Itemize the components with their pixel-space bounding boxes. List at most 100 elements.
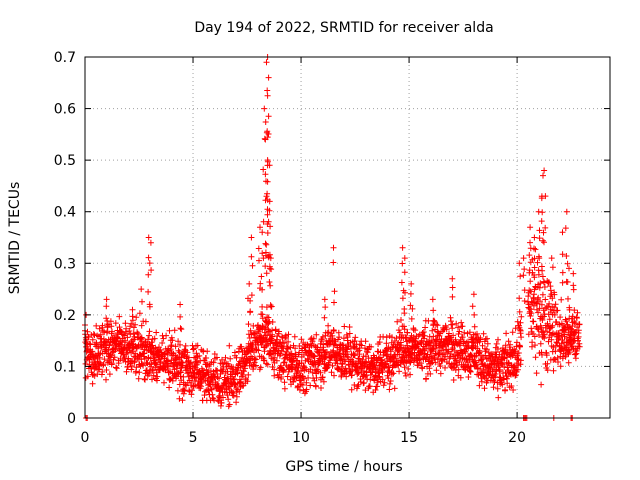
data-point	[374, 383, 381, 390]
y-tick-label: 0.6	[54, 102, 76, 118]
data-point	[542, 296, 549, 303]
data-point	[89, 336, 96, 343]
data-point	[341, 371, 348, 377]
data-point	[325, 322, 332, 329]
data-point	[549, 322, 556, 329]
data-point	[147, 239, 154, 246]
data-point	[574, 309, 581, 316]
data-point	[429, 296, 436, 303]
data-point	[420, 329, 427, 335]
data-point	[503, 330, 510, 337]
data-point	[539, 209, 546, 216]
data-point	[278, 374, 285, 380]
data-point	[407, 290, 414, 297]
data-point	[446, 330, 452, 337]
data-point	[266, 279, 273, 285]
data-point	[145, 234, 152, 241]
data-point	[565, 359, 572, 366]
data-point	[407, 302, 414, 309]
data-point	[549, 295, 556, 302]
data-point	[401, 323, 407, 330]
data-point	[256, 257, 262, 264]
data-point	[111, 332, 118, 339]
data-point	[356, 351, 363, 358]
data-point	[490, 377, 497, 384]
data-point	[517, 273, 524, 280]
data-point	[426, 365, 433, 372]
data-point	[269, 319, 276, 325]
data-point	[517, 343, 523, 350]
data-point	[181, 346, 188, 353]
data-point	[259, 311, 266, 318]
data-point	[238, 343, 245, 350]
data-point	[379, 376, 386, 383]
data-point	[246, 280, 253, 287]
data-point	[527, 239, 533, 246]
data-point	[457, 374, 464, 381]
data-point	[572, 320, 579, 327]
data-point	[259, 286, 266, 293]
data-point	[136, 310, 143, 317]
data-point	[312, 383, 319, 390]
data-point	[418, 360, 424, 367]
data-point	[481, 385, 488, 392]
data-point	[399, 244, 406, 251]
data-point	[535, 208, 542, 215]
x-tick-label: 20	[508, 430, 526, 446]
data-point	[168, 342, 175, 349]
data-point	[391, 385, 398, 392]
chart-title: Day 194 of 2022, SRMTID for receiver ald…	[194, 20, 493, 36]
data-point	[258, 273, 265, 280]
data-point	[403, 338, 410, 345]
data-point	[408, 280, 415, 287]
data-point	[521, 266, 528, 273]
data-point	[341, 323, 348, 330]
data-point	[113, 364, 119, 371]
data-point	[545, 279, 552, 286]
data-point	[104, 324, 111, 331]
data-point	[140, 362, 147, 369]
data-point	[310, 335, 317, 342]
data-point	[437, 363, 444, 369]
data-point	[564, 279, 571, 285]
data-point	[461, 329, 468, 336]
data-point	[132, 321, 139, 328]
data-point	[514, 318, 521, 325]
data-point	[390, 370, 397, 377]
data-point	[281, 385, 288, 392]
data-point	[346, 324, 353, 330]
data-point	[483, 346, 490, 353]
data-point	[365, 346, 372, 353]
x-axis-label: GPS time / hours	[285, 459, 402, 475]
data-point	[320, 378, 327, 385]
data-point	[236, 388, 243, 395]
data-point	[396, 368, 403, 375]
data-point	[398, 332, 405, 338]
data-point	[261, 357, 268, 364]
data-point	[208, 386, 215, 393]
data-point	[352, 334, 359, 341]
data-point	[494, 385, 501, 392]
data-point	[455, 324, 461, 331]
data-point	[480, 330, 487, 337]
data-point	[119, 349, 126, 356]
data-point	[520, 272, 527, 279]
data-point	[512, 372, 519, 379]
data-point	[245, 371, 252, 378]
data-point	[536, 305, 543, 312]
data-point	[576, 321, 583, 328]
data-point	[263, 59, 270, 66]
data-point	[517, 327, 524, 334]
data-point	[259, 229, 266, 236]
data-point	[164, 351, 171, 358]
data-point	[266, 198, 273, 205]
data-point	[100, 361, 107, 368]
data-point	[123, 368, 130, 375]
data-point	[340, 335, 347, 342]
data-point	[331, 372, 337, 379]
data-point	[538, 195, 545, 202]
data-point	[552, 348, 559, 355]
data-point	[565, 295, 571, 302]
data-point	[318, 385, 324, 391]
data-point	[486, 364, 493, 371]
